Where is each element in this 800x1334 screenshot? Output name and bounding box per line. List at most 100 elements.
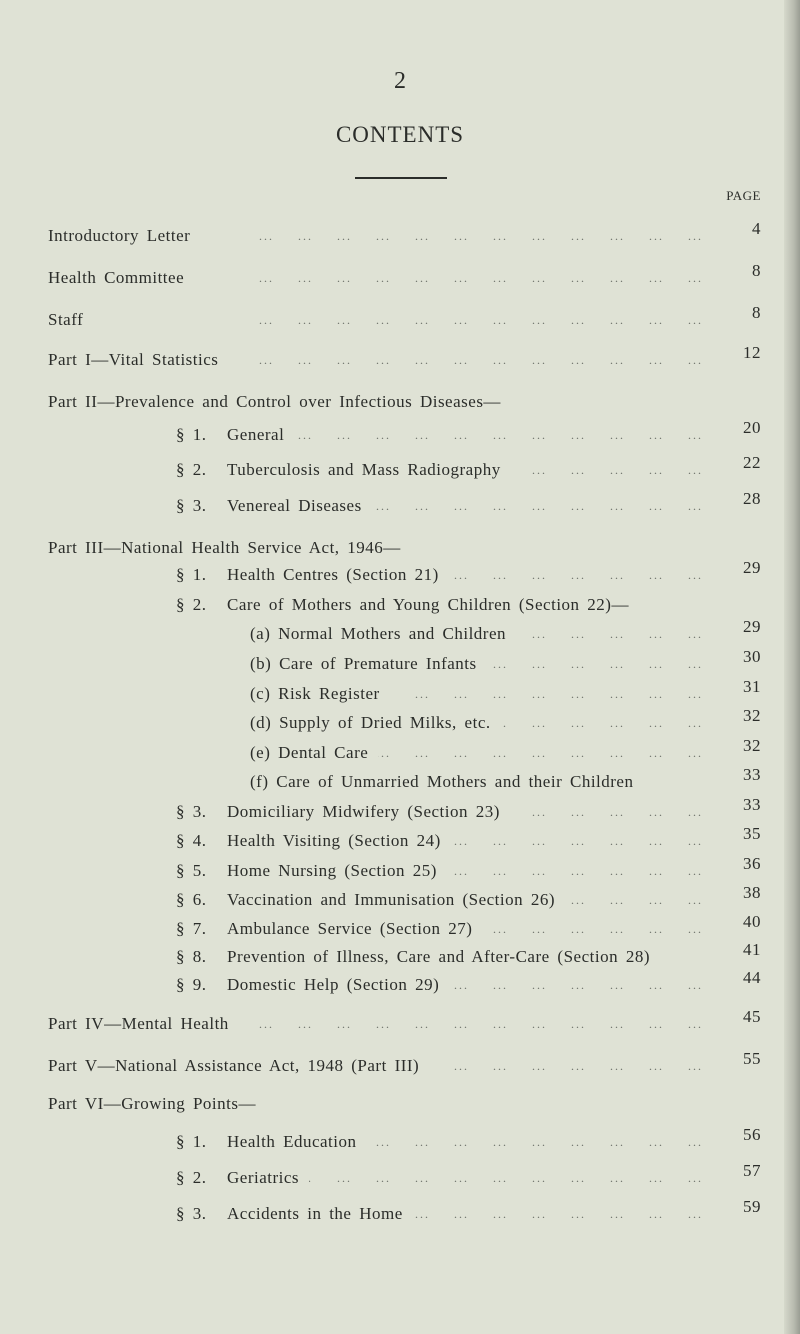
entry-label: Domestic Help (Section 29) (227, 975, 440, 994)
toc-entry: § 7. Ambulance Service (Section 27) ... ..… (0, 912, 800, 941)
toc-entry: § 1. Health Centres (Section 21) ... ... .… (0, 558, 800, 587)
dot-leader: ... ... ... ... ... ... ... ... ... ... … (510, 804, 703, 819)
entry-page-number: 36 (743, 854, 761, 873)
toc-entry: § 2. Tuberculosis and Mass Radiography...… (0, 453, 800, 482)
section-number: § 8. (176, 947, 207, 966)
entry-label: Health Committee (48, 268, 185, 287)
title-rule (355, 177, 447, 179)
dot-leader: ... ... ... ... ... ... ... ... ... ... … (259, 352, 703, 367)
toc-entry: (b) Care of Premature Infants ... ... ...… (0, 647, 800, 676)
dot-leader: ... ... ... ... ... ... ... ... ... ... … (367, 1134, 703, 1149)
page-column-header: PAGE (726, 188, 761, 203)
section-number: § 2. (176, 595, 207, 614)
page-title: CONTENTS (335, 122, 465, 147)
dot-leader: ... ... ... ... ... ... ... ... ... ... … (413, 1206, 703, 1221)
dot-leader: ... ... ... ... ... ... ... ... ... ... … (451, 833, 703, 848)
toc-entry: Staff ... ... ... ... ... ... ... ... ...… (0, 303, 800, 332)
toc-entry: (c) Risk Register ... ... ... ... ... ...… (0, 677, 800, 706)
page-edge-shadow (784, 0, 800, 1334)
entry-page-number: 12 (743, 343, 761, 362)
dot-leader: ... ... ... ... ... ... ... ... ... ... … (447, 863, 703, 878)
entry-label: (b) Care of Premature Infants (250, 654, 477, 673)
entry-label: Tuberculosis and Mass Radiography (227, 460, 501, 479)
section-number: § 1. (176, 565, 207, 584)
entry-page-number: 40 (743, 912, 761, 931)
entry-label: (e) Dental Care (250, 743, 369, 762)
entry-label: Geriatrics (227, 1168, 300, 1187)
entry-label: Part IV—Mental Health (48, 1014, 229, 1033)
entry-label: Venereal Diseases (227, 496, 362, 515)
entry-label: Prevention of Illness, Care and After-Ca… (227, 947, 650, 966)
entry-page-number: 8 (752, 303, 761, 322)
entry-label: Vaccination and Immunisation (Section 26… (227, 890, 556, 909)
entry-page-number: 55 (743, 1049, 761, 1068)
entry-label: (d) Supply of Dried Milks, etc. (250, 713, 491, 732)
toc-entry: (e) Dental Care ... ... ... ... ... ... .… (0, 736, 800, 765)
entry-page-number: 59 (743, 1197, 761, 1216)
entry-page-number: 30 (743, 647, 761, 666)
entry-label: Part III—National Health Service Act, 19… (48, 538, 401, 557)
entry-page-number: 4 (752, 219, 761, 238)
dot-leader: ... ... ... ... ... ... ... ... ... ... … (482, 921, 703, 936)
section-number: § 3. (176, 496, 207, 515)
entry-label: Ambulance Service (Section 27) (227, 919, 473, 938)
section-number: § 4. (176, 831, 207, 850)
toc-entry: § 2. Geriatrics ... ... ... ... ... ... ..… (0, 1161, 800, 1190)
entry-label: Part II—Prevalence and Control over Infe… (48, 392, 501, 411)
dot-leader: ... ... ... ... ... ... ... ... ... ... … (501, 715, 703, 730)
section-number: § 1. (176, 425, 207, 444)
entry-label: Home Nursing (Section 25) (227, 861, 437, 880)
toc-entry: (a) Normal Mothers and Children ... ... .… (0, 617, 800, 646)
entry-label: General (227, 425, 285, 444)
dot-leader: ... ... ... ... ... ... ... ... ... ... … (516, 626, 703, 641)
entry-page-number: 32 (743, 736, 761, 755)
toc-entry: Health Committee ... ... ... ... ... ... … (0, 261, 800, 290)
entry-page-number: 45 (743, 1007, 761, 1026)
dot-leader: ... ... ... ... ... ... ... ... ... ... … (309, 1170, 703, 1185)
entry-label: Health Centres (Section 21) (227, 565, 439, 584)
dot-leader: ... ... ... ... ... ... ... ... ... ... … (372, 498, 703, 513)
dot-leader: ... ... ... ... ... ... ... ... ... ... … (565, 892, 703, 907)
dot-leader: ... ... ... ... ... ... ... ... ... ... … (449, 977, 703, 992)
section-number: § 3. (176, 1204, 207, 1223)
toc-entry: Part III—National Health Service Act, 19… (0, 536, 800, 560)
entry-page-number: 29 (743, 558, 761, 577)
toc-entry: § 3. Domiciliary Midwifery (Section 23)..… (0, 795, 800, 824)
toc-entry: § 3. Accidents in the Home ... ... ... ...… (0, 1197, 800, 1226)
dot-leader: ... ... ... ... ... ... ... ... ... ... … (378, 745, 703, 760)
entry-label: Part I—Vital Statistics (48, 350, 219, 369)
entry-page-number: 8 (752, 261, 761, 280)
dot-leader: ... ... ... ... ... ... ... ... ... ... … (429, 1058, 703, 1073)
entry-page-number: 33 (743, 765, 761, 784)
dot-leader: ... ... ... ... ... ... ... ... ... ... … (390, 686, 703, 701)
toc-entry: Part VI—Growing Points— (0, 1092, 800, 1116)
toc-entry: § 4. Health Visiting (Section 24) ... ... … (0, 824, 800, 853)
dot-leader: ... ... ... ... ... ... ... ... ... ... … (294, 427, 703, 442)
entry-label: Part VI—Growing Points— (48, 1094, 256, 1113)
entry-page-number: 29 (743, 617, 761, 636)
section-number: § 6. (176, 890, 207, 909)
entry-label: Health Education (227, 1132, 357, 1151)
entry-label: (c) Risk Register (250, 684, 380, 703)
toc-entry: (d) Supply of Dried Milks, etc. ... ... .… (0, 706, 800, 735)
toc-entry: § 8. Prevention of Illness, Care and Afte… (0, 940, 800, 969)
dot-leader: ... ... ... ... ... ... ... ... ... ... … (259, 270, 703, 285)
toc-entry: Part I—Vital Statistics ... ... ... ... .… (0, 343, 800, 372)
toc-entry: § 1. Health Education ... ... ... ... ... … (0, 1125, 800, 1154)
entry-label: Part V—National Assistance Act, 1948 (Pa… (48, 1056, 420, 1075)
section-number: § 1. (176, 1132, 207, 1151)
entry-label: Care of Mothers and Young Children (Sect… (227, 595, 629, 614)
toc-entry: § 9. Domestic Help (Section 29) ... ... ..… (0, 968, 800, 997)
section-number: § 7. (176, 919, 207, 938)
section-number: § 5. (176, 861, 207, 880)
dot-leader: ... ... ... ... ... ... ... ... ... ... … (487, 656, 703, 671)
entry-page-number: 31 (743, 677, 761, 696)
toc-entry: Part IV—Mental Health ... ... ... ... ...… (0, 1007, 800, 1036)
entry-page-number: 35 (743, 824, 761, 843)
entry-label: (f) Care of Unmarried Mothers and their … (250, 772, 634, 791)
section-number: § 9. (176, 975, 207, 994)
toc-entry: § 1. General ... ... ... ... ... ... ... .… (0, 418, 800, 447)
toc-entry: Part V—National Assistance Act, 1948 (Pa… (0, 1049, 800, 1078)
dot-leader: ... ... ... ... ... ... ... ... ... ... … (259, 228, 703, 243)
entry-label: Health Visiting (Section 24) (227, 831, 441, 850)
